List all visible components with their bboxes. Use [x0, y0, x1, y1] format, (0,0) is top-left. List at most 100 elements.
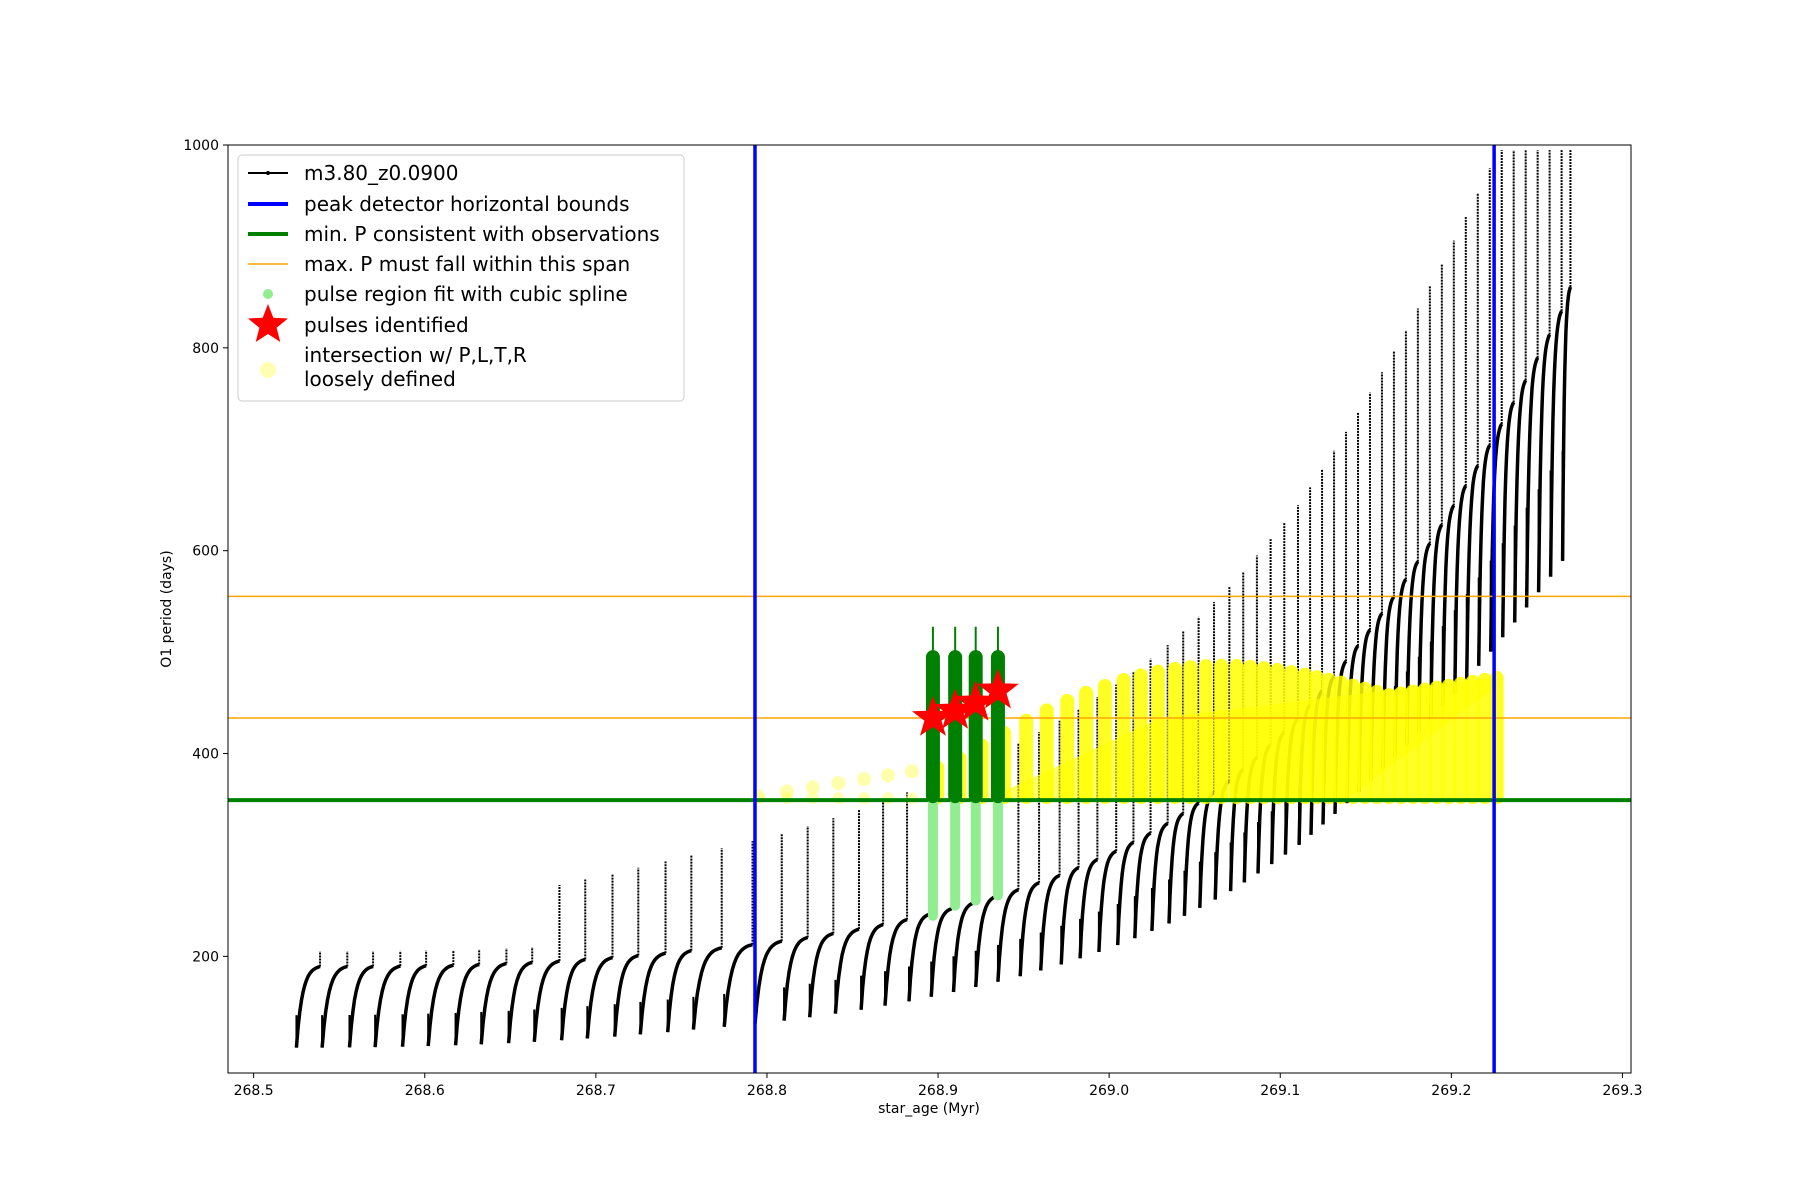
intersection-point: [781, 792, 794, 805]
intersection-points: [750, 658, 1504, 805]
model-cycle: [1536, 333, 1552, 593]
pulse-star: [977, 668, 1019, 709]
pulse-regions: [925, 626, 1005, 921]
intersection-fill: [989, 677, 1495, 799]
legend-label: max. P must fall within this span: [304, 252, 630, 276]
model-cycle: [638, 951, 666, 1035]
model-cycle: [320, 964, 348, 1048]
model-cycle: [1198, 790, 1216, 908]
model-cycle: [1441, 504, 1456, 707]
model-cycle: [1059, 866, 1080, 965]
pulse-star: [954, 680, 997, 721]
model-cycle: [1405, 560, 1420, 745]
x-tick-label: 269.1: [1260, 1083, 1300, 1099]
model-cycle: [585, 955, 613, 1039]
model-cycle: [1464, 464, 1480, 680]
y-axis: 200 400 600 800 1000: [183, 138, 228, 965]
model-cycle: [1038, 873, 1061, 971]
intersection-point: [881, 768, 896, 783]
model-cycle: [532, 959, 560, 1042]
plot-frame: [227, 144, 1632, 1074]
model-cycle: [1417, 542, 1432, 733]
model-cycle: [559, 957, 586, 1041]
x-axis: 268.5 268.6 268.7 268.8 268.9 269.0 269.1 269.2…: [234, 1073, 1642, 1099]
model-cycle: [1524, 356, 1540, 608]
x-tick-label: 268.5: [234, 1083, 274, 1099]
pulses-identified: [912, 668, 1019, 736]
legend-label: min. P consistent with observations: [304, 222, 660, 246]
x-tick-label: 268.7: [576, 1083, 616, 1099]
model-cycle: [1115, 840, 1135, 946]
model-cycle: [373, 964, 401, 1048]
y-tick-label: 600: [192, 544, 219, 560]
model-cycle: [1078, 858, 1099, 959]
y-tick-label: 400: [192, 747, 219, 763]
legend-box: [237, 154, 685, 402]
model-cycle: [1476, 444, 1492, 666]
y-axis-label: O1 period (days): [159, 550, 175, 667]
model-cycle: [426, 963, 454, 1047]
x-tick-label: 269.2: [1431, 1083, 1471, 1099]
legend-label: loosely defined: [304, 367, 456, 391]
model-cycle: [807, 931, 834, 1018]
model-cycle: [453, 962, 480, 1046]
x-tick-label: 269.3: [1602, 1083, 1642, 1099]
data-layer: [228, 145, 1631, 1073]
intersection-point: [904, 764, 919, 779]
model-cycle: [1167, 812, 1185, 924]
model-cycle: [951, 901, 975, 993]
model-cycle: [883, 917, 908, 1006]
x-tick-label: 268.6: [405, 1083, 445, 1099]
pulse-star: [934, 688, 977, 729]
intersection-point: [806, 792, 819, 805]
model-cycle: [479, 961, 507, 1045]
y-tick-label: 800: [192, 341, 219, 357]
model-cycle: [973, 894, 997, 988]
model-cycle: [833, 927, 860, 1014]
model-cycle: [859, 922, 884, 1010]
model-cycle: [665, 948, 692, 1033]
intersection-point: [831, 776, 846, 791]
legend-swatch: [263, 289, 273, 299]
model-cycle: [1133, 831, 1152, 939]
model-cycle: [1393, 578, 1408, 758]
intersection-point: [905, 792, 918, 805]
legend-label: pulse region fit with cubic spline: [304, 282, 628, 306]
legend-label: m3.80_z0.0900: [304, 161, 459, 185]
model-cycle: [612, 953, 639, 1037]
model-cycle: [996, 888, 1020, 982]
model-cycle: [722, 943, 753, 1027]
intersection-point: [805, 780, 820, 795]
x-tick-label: 269.0: [1089, 1083, 1129, 1099]
model-cycle: [1488, 423, 1504, 652]
intersection-point: [857, 772, 872, 787]
legend-swatch: [248, 304, 288, 342]
intersection-point: [858, 792, 871, 805]
intersection-point: [882, 792, 895, 805]
model-cycle: [1018, 881, 1040, 977]
legend-label: pulses identified: [304, 313, 469, 337]
model-cycle: [907, 912, 930, 1002]
pulse-star: [912, 696, 954, 736]
model-cycle: [506, 960, 533, 1044]
model-cycle: [1500, 401, 1516, 638]
model-cycle: [1097, 849, 1117, 952]
intersection-point: [832, 792, 845, 805]
x-axis-label: star_age (Myr): [878, 1101, 980, 1117]
model-cycle: [1512, 379, 1528, 623]
legend-label: peak detector horizontal bounds: [304, 192, 630, 216]
x-tick-label: 268.9: [918, 1083, 958, 1099]
model-cycle: [1429, 523, 1444, 720]
model-cycle: [1453, 484, 1468, 694]
model-cycle: [1548, 310, 1564, 577]
x-tick-label: 268.8: [747, 1083, 787, 1099]
model-cycle: [929, 907, 953, 997]
model-cycle: [1381, 595, 1396, 769]
legend-label: intersection w/ P,L,T,R: [304, 343, 527, 367]
model-cycle: [347, 964, 374, 1048]
y-tick-label: 200: [192, 949, 219, 965]
model-cycle: [1182, 801, 1200, 916]
model-cycle: [753, 939, 783, 1024]
